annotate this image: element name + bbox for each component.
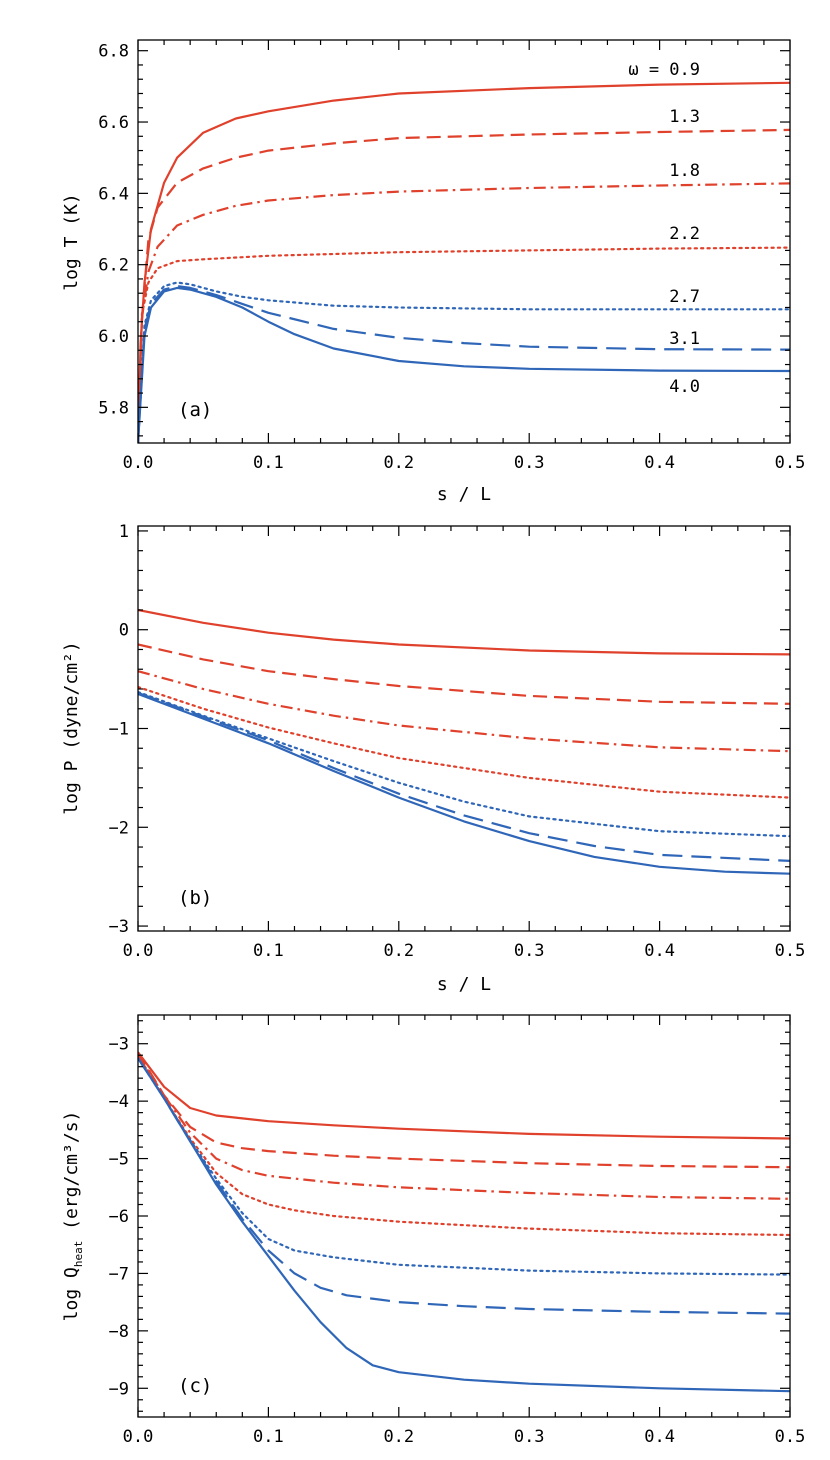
panel-b-series-blue-longdash-5 [138, 691, 790, 862]
x-tick-label: 0.1 [253, 453, 284, 473]
y-tick-label: −9 [109, 1379, 129, 1399]
panel-c-series-red-dashdot-2 [138, 1054, 790, 1200]
curve-label-4.0: 4.0 [669, 377, 700, 397]
panel-c-ylabel: log Qheat (erg/cm³/s) [61, 1111, 85, 1322]
x-tick-label: 0.3 [514, 453, 545, 473]
x-tick-label: 0.1 [253, 1427, 284, 1447]
panel-c-ylabel-prefix: log Q [61, 1267, 82, 1321]
x-tick-label: 0.5 [775, 1427, 806, 1447]
panel-c-label: (c) [178, 1375, 212, 1397]
panel-b-series-red-dotted-3 [138, 685, 790, 799]
curve-label-1.8: 1.8 [669, 161, 700, 181]
x-tick-label: 0.2 [383, 941, 414, 961]
panel-c-frame [137, 1014, 791, 1418]
x-tick-label: 0.4 [644, 453, 675, 473]
panel-b-label: (b) [178, 887, 212, 909]
panel-a-label: (a) [178, 399, 212, 421]
curve-label-3.1: 3.1 [669, 329, 700, 349]
panel-b-series-blue-dotted-4 [138, 690, 790, 838]
y-tick-label: −2 [109, 818, 129, 838]
x-tick-label: 0.3 [514, 941, 545, 961]
panel-b-series-red-dashed-1 [138, 643, 790, 705]
panel-a: 0.0 0.1 0.2 0.3 0.4 0.5 5.8 6.0 6.2 6.4 6.6 6.8 s /… [61, 39, 805, 505]
panel-b-lines [138, 608, 790, 875]
y-tick-label: −3 [109, 1035, 129, 1055]
panel-a-series-blue-solid-6 [138, 286, 790, 443]
panel-b-ylabel: log P (dyne/cm²) [61, 641, 82, 814]
y-tick-label: −7 [109, 1264, 129, 1284]
x-tick-label: 0.2 [383, 1427, 414, 1447]
panel-b-xlabel: s / L [437, 974, 491, 995]
x-tick-label: 0.4 [644, 941, 675, 961]
y-tick-label: 6.4 [98, 184, 129, 204]
panel-b-series-red-dashdot-2 [138, 670, 790, 753]
panel-a-ylabel: log T (K) [61, 193, 82, 291]
curve-label-2.2: 2.2 [669, 224, 700, 244]
panel-a-frame [137, 39, 791, 444]
panel-b-frame [137, 525, 791, 932]
y-tick-label: 1 [119, 522, 129, 542]
panel-b-ticks [137, 526, 791, 931]
x-tick-label: 0.3 [514, 1427, 545, 1447]
y-tick-label: −8 [109, 1322, 129, 1342]
panel-a-xlabel: s / L [437, 484, 491, 505]
y-tick-label: 0 [119, 621, 129, 641]
panel-a-tick-labels: 0.0 0.1 0.2 0.3 0.4 0.5 5.8 6.0 6.2 6.4 6.6 6.8 [98, 42, 805, 473]
panel-a-ticks [137, 40, 791, 443]
panel-b-tick-labels: 0.0 0.1 0.2 0.3 0.4 0.5 −3 −2 −1 0 1 [109, 522, 806, 961]
curve-label-2.7: 2.7 [669, 287, 700, 307]
y-tick-label: −3 [109, 917, 129, 937]
panel-b-series-blue-solid-6 [138, 692, 790, 875]
y-tick-label: −5 [109, 1150, 129, 1170]
x-tick-label: 0.1 [253, 941, 284, 961]
panel-a-lines [138, 81, 790, 443]
panel-c-series-red-dotted-3 [138, 1054, 790, 1237]
panel-c-ylabel-suffix: (erg/cm³/s) [61, 1111, 82, 1241]
x-tick-label: 0.0 [123, 1427, 154, 1447]
panel-c-series-red-dashed-1 [138, 1051, 790, 1169]
panel-b: 0.0 0.1 0.2 0.3 0.4 0.5 −3 −2 −1 0 1 s / L log P (… [61, 522, 805, 995]
x-tick-label: 0.0 [123, 453, 154, 473]
x-tick-label: 0.4 [644, 1427, 675, 1447]
x-tick-label: 0.0 [123, 941, 154, 961]
panel-a-series-blue-longdash-5 [138, 285, 790, 443]
y-tick-label: −6 [109, 1207, 129, 1227]
y-tick-label: 6.8 [98, 42, 129, 62]
x-tick-label: 0.5 [775, 941, 806, 961]
panel-c-tick-labels: 0.0 0.1 0.2 0.3 0.4 0.5 −9 −8 −7 −6 −5 −4 −3 [109, 1035, 806, 1447]
y-tick-label: 6.0 [98, 327, 129, 347]
y-tick-label: 6.2 [98, 256, 129, 276]
panel-c-lines [138, 1051, 790, 1393]
y-tick-label: 6.6 [98, 113, 129, 133]
panel-c: 0.0 0.1 0.2 0.3 0.4 0.5 −9 −8 −7 −6 −5 −4 −3 log Qhe… [61, 1014, 806, 1447]
y-tick-label: 5.8 [98, 398, 129, 418]
panel-a-series-red-dashdot-2 [138, 182, 790, 443]
y-tick-label: −4 [109, 1092, 129, 1112]
x-tick-label: 0.5 [775, 453, 806, 473]
panel-a-series-red-dotted-3 [138, 246, 790, 443]
curve-label-omega-0.9: ω = 0.9 [628, 60, 700, 80]
panel-a-series-blue-dotted-4 [138, 281, 790, 443]
y-tick-label: −1 [109, 720, 129, 740]
panel-c-series-red-solid-0 [138, 1051, 790, 1140]
panel-b-series-red-solid-0 [138, 608, 790, 656]
panel-c-ylabel-sub: heat [72, 1241, 85, 1268]
x-tick-label: 0.2 [383, 453, 414, 473]
curve-label-1.3: 1.3 [669, 107, 700, 127]
panel-c-series-blue-solid-6 [138, 1057, 790, 1393]
